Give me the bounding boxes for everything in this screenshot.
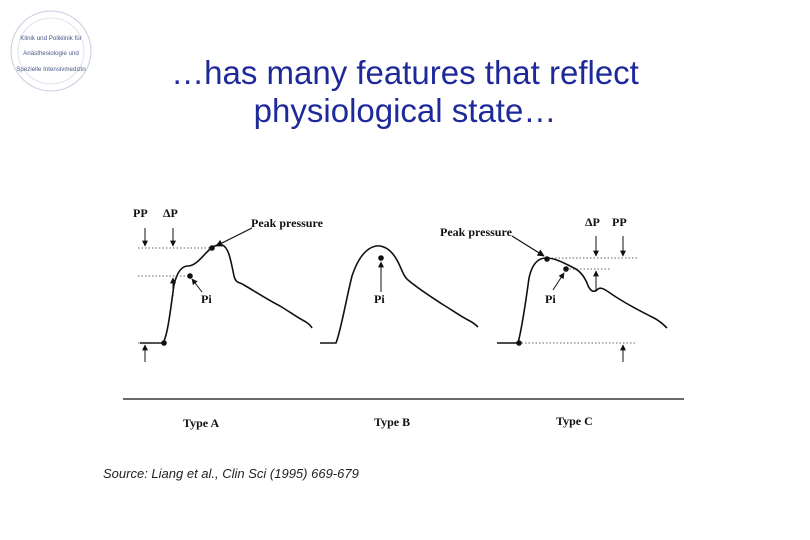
slide-title-line-2: physiological state… bbox=[253, 92, 557, 129]
waveform-type-a: PP ΔP Peak pressure Pi Type A bbox=[133, 206, 324, 430]
label-a-dp: ΔP bbox=[163, 206, 178, 220]
label-c-pp: PP bbox=[612, 215, 627, 229]
arrow-c-peak-pressure bbox=[511, 235, 545, 257]
point-b-pi bbox=[378, 255, 384, 261]
logo-text-line-1: Klinik und Poliklinik für bbox=[20, 35, 82, 42]
logo-seal bbox=[10, 10, 92, 92]
source-citation: Source: Liang et al., Clin Sci (1995) 66… bbox=[103, 466, 359, 481]
label-c-peak-pressure: Peak pressure bbox=[440, 225, 513, 239]
university-logo: Klinik und Poliklinik für Anästhesiologi… bbox=[6, 8, 96, 94]
arrow-c-pi bbox=[552, 272, 565, 291]
point-c-peak bbox=[544, 256, 550, 262]
label-a-pp: PP bbox=[133, 206, 148, 220]
logo-text-line-3: Spezielle Intensivmedizin bbox=[16, 66, 86, 73]
point-c-pi bbox=[563, 266, 569, 272]
label-c-dp: ΔP bbox=[585, 215, 600, 229]
waveform-type-b: Pi Type B bbox=[320, 245, 479, 429]
label-a-peak-pressure: Peak pressure bbox=[251, 216, 324, 230]
label-type-a: Type A bbox=[183, 416, 219, 430]
label-c-pi: Pi bbox=[545, 292, 556, 306]
arrow-a-pi bbox=[191, 278, 203, 293]
waveform-b-curve bbox=[320, 245, 479, 344]
point-a-peak bbox=[209, 245, 215, 251]
label-type-b: Type B bbox=[374, 415, 410, 429]
point-c-foot bbox=[516, 340, 522, 346]
point-a-pi bbox=[187, 273, 193, 279]
point-a-foot bbox=[161, 340, 167, 346]
logo-text-line-2: Anästhesiologie und bbox=[23, 50, 79, 57]
slide-title: …has many features that reflect physiolo… bbox=[120, 54, 690, 130]
arrow-a-peak-pressure bbox=[215, 227, 253, 247]
label-b-pi: Pi bbox=[374, 292, 385, 306]
label-a-pi: Pi bbox=[201, 292, 212, 306]
label-type-c: Type C bbox=[556, 414, 593, 428]
waveform-c-curve bbox=[497, 257, 668, 344]
waveform-a-curve bbox=[140, 244, 313, 344]
waveform-type-c: Peak pressure ΔP PP Pi Type C bbox=[440, 215, 668, 428]
slide-title-line-1: …has many features that reflect bbox=[171, 54, 639, 91]
